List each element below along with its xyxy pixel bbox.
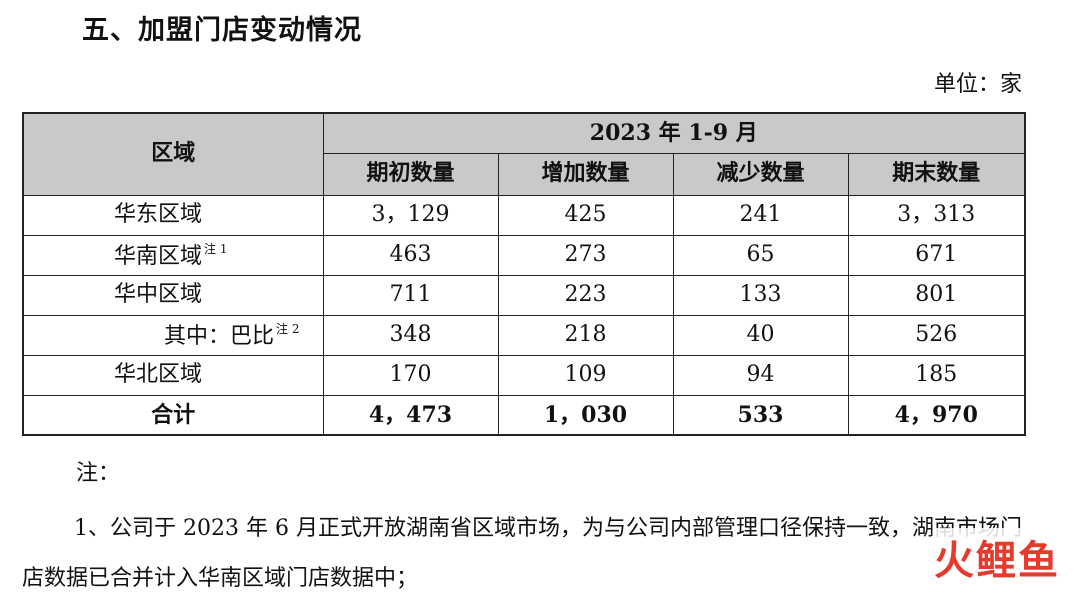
- unit-label: 单位：家: [933, 72, 1022, 97]
- period-header: 2023 年 1-9 月: [322, 112, 1026, 154]
- total-closing: 4，970: [847, 394, 1026, 436]
- store-change-table: 区域 2023 年 1-9 月 期初数量 增加数量 减少数量 期末数量 华东区域…: [22, 112, 1027, 436]
- total-row: 合计 4，473 1，030 533 4，970: [22, 394, 1026, 436]
- cell-added: 425: [497, 194, 674, 236]
- column-header-closing: 期末数量: [847, 152, 1026, 196]
- cell-added: 223: [497, 274, 674, 316]
- region-name: 华东区域: [114, 202, 203, 227]
- cell-opening: 348: [322, 314, 499, 356]
- header-row-period: 区域 2023 年 1-9 月: [22, 112, 1026, 196]
- table-row: 华北区域 170 109 94 185: [22, 354, 1026, 396]
- column-header-opening: 期初数量: [322, 152, 499, 196]
- table-row: 华南区域注 1 463 273 65 671: [22, 234, 1026, 276]
- cell-reduced: 241: [672, 194, 849, 236]
- cell-opening: 3，129: [322, 194, 499, 236]
- column-header-reduced: 减少数量: [672, 152, 849, 196]
- region-name: 华中区域: [114, 282, 203, 307]
- column-header-added: 增加数量: [497, 152, 674, 196]
- cell-reduced: 40: [672, 314, 849, 356]
- footnote-marker: 注 1: [204, 241, 228, 256]
- region-column-header: 区域: [22, 112, 324, 196]
- total-reduced: 533: [672, 394, 849, 436]
- cell-added: 109: [497, 354, 674, 396]
- region-name: 华北区域: [114, 362, 203, 387]
- cell-reduced: 133: [672, 274, 849, 316]
- cell-closing: 3，313: [847, 194, 1026, 236]
- header-row-columns: 期初数量 增加数量 减少数量 期末数量: [23, 152, 1026, 196]
- section-title: 五、加盟门店变动情况: [82, 15, 362, 46]
- cell-opening: 711: [322, 274, 499, 316]
- cell-closing: 185: [847, 354, 1026, 396]
- cell-opening: 463: [322, 234, 499, 276]
- region-name: 其中：巴比: [164, 323, 275, 349]
- cell-reduced: 94: [672, 354, 849, 396]
- total-added: 1，030: [497, 394, 674, 436]
- table-row: 华东区域 3，129 425 241 3，313: [22, 194, 1026, 236]
- table-row: 华中区域 711 223 133 801: [22, 274, 1026, 316]
- cell-added: 218: [497, 314, 674, 356]
- cell-closing: 801: [847, 274, 1026, 316]
- region-name: 华南区域: [114, 243, 203, 269]
- cell-reduced: 65: [672, 234, 849, 276]
- total-label: 合计: [22, 394, 324, 436]
- cell-closing: 526: [847, 314, 1026, 356]
- note-1-text: 1、公司于 2023 年 6 月正式开放湖南省区域市场，为与公司内部管理口径保持…: [22, 516, 1022, 591]
- table-row: 其中：巴比注 2 348 218 40 526: [22, 314, 1026, 356]
- notes-label: 注：: [76, 461, 121, 486]
- watermark-logo: 火鲤鱼: [934, 528, 1060, 586]
- cell-opening: 170: [322, 354, 499, 396]
- cell-closing: 671: [847, 234, 1026, 276]
- footnote-marker: 注 2: [276, 321, 300, 336]
- cell-added: 273: [497, 234, 674, 276]
- total-opening: 4，473: [322, 394, 499, 436]
